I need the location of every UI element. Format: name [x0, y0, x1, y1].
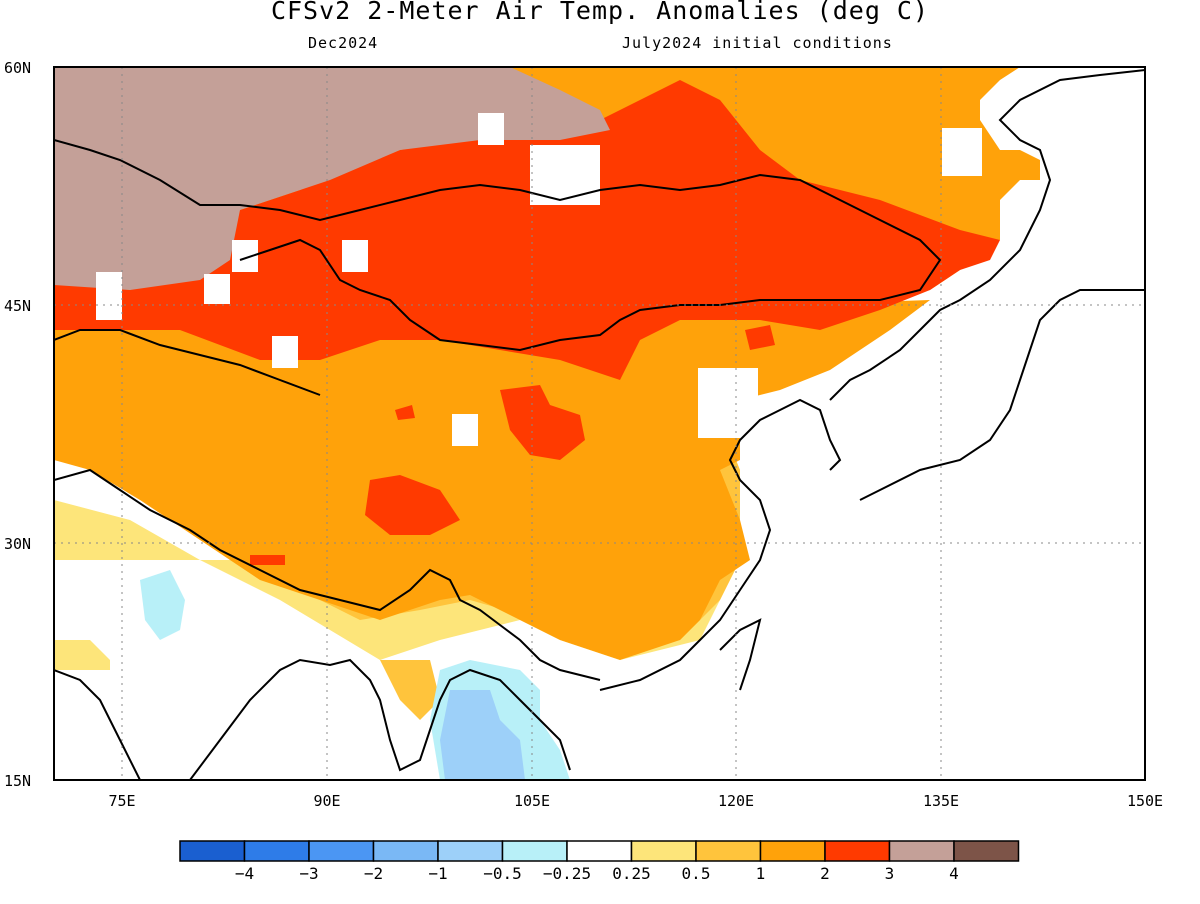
lon-label-105e: 105E	[514, 792, 550, 810]
colorbar-swatch	[888, 840, 955, 862]
colorbar-swatch	[372, 840, 439, 862]
colorbar-swatch	[630, 840, 697, 862]
anomaly-fields	[54, 67, 1145, 780]
colorbar-swatch	[501, 840, 568, 862]
anomaly-field-2-blob1	[500, 385, 585, 460]
colorbar-swatch	[824, 840, 891, 862]
colorbar-label: 4	[949, 864, 959, 883]
anomaly-field-2	[54, 80, 1000, 380]
lat-label-15n: 15N	[4, 772, 31, 790]
colorbar-swatch	[308, 840, 375, 862]
lon-label-75e: 75E	[108, 792, 135, 810]
lon-label-150e: 150E	[1127, 792, 1163, 810]
colorbar-label: 3	[885, 864, 895, 883]
anomaly-field-3	[54, 67, 610, 290]
colorbar-swatch	[695, 840, 762, 862]
coastlines	[54, 69, 1145, 780]
colorbar-label: 2	[820, 864, 830, 883]
masked-cells	[96, 67, 1145, 780]
axis-labels: 60N 45N 30N 15N 75E 90E 105E 120E 135E 1…	[4, 59, 1163, 810]
colorbar-swatch	[437, 840, 504, 862]
colorbar-label: −0.25	[543, 864, 591, 883]
colorbar: −4 −3 −2 −1 −0.5 −0.25 0.25 0.5 1 2 3 4	[179, 840, 1020, 883]
valid-month-label: Dec2024	[308, 34, 379, 52]
colorbar-label: −2	[364, 864, 383, 883]
colorbar-swatch	[243, 840, 310, 862]
colorbar-swatch	[953, 840, 1020, 862]
colorbar-label: 0.5	[682, 864, 711, 883]
colorbar-label: −3	[299, 864, 318, 883]
lat-label-30n: 30N	[4, 535, 31, 553]
colorbar-label: 1	[756, 864, 766, 883]
map-frame	[53, 66, 1146, 781]
colorbar-swatch	[759, 840, 826, 862]
anomaly-field-neg0.25b	[140, 570, 185, 640]
lat-label-60n: 60N	[4, 59, 31, 77]
lon-label-135e: 135E	[923, 792, 959, 810]
anomaly-field-2-blob2	[365, 475, 460, 535]
colorbar-label: 0.25	[612, 864, 651, 883]
colorbar-label: −4	[235, 864, 254, 883]
colorbar-label: −0.5	[483, 864, 522, 883]
lon-label-90e: 90E	[313, 792, 340, 810]
colorbar-swatch	[179, 840, 246, 862]
lon-label-120e: 120E	[718, 792, 754, 810]
colorbar-label: −1	[428, 864, 447, 883]
lat-label-45n: 45N	[4, 297, 31, 315]
anomaly-field-neg0.5	[440, 690, 525, 780]
initial-conditions-label: July2024 initial conditions	[622, 34, 893, 52]
map-title: CFSv2 2-Meter Air Temp. Anomalies (deg C…	[270, 0, 930, 25]
colorbar-swatch	[566, 840, 633, 862]
